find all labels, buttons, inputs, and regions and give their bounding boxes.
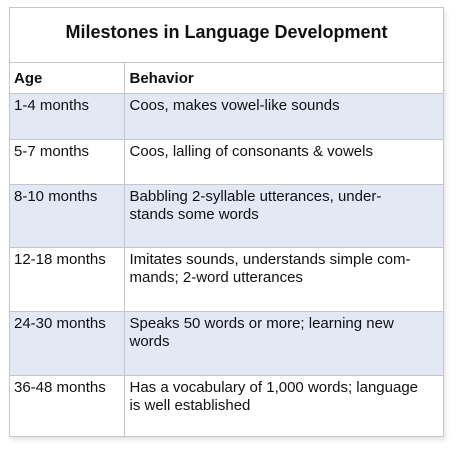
header-behavior: Behavior	[123, 63, 443, 93]
behavior-cell: Babbling 2-syllable utterances, under-st…	[123, 183, 443, 247]
table-row: 12-18 months Imitates sounds, understand…	[10, 246, 443, 311]
table-row: 24-30 months Speaks 50 words or more; le…	[10, 310, 443, 375]
header-age: Age	[14, 70, 43, 87]
milestones-table-card: Milestones in Language Development Age B…	[9, 7, 444, 438]
table-title: Milestones in Language Development	[10, 8, 443, 63]
behavior-cell: Imitates sounds, understands simple com-…	[123, 246, 443, 311]
age-cell: 1-4 months	[10, 92, 124, 139]
table-row: 1-4 months Coos, makes vowel-like sounds	[10, 92, 443, 139]
age-cell: 24-30 months	[10, 310, 124, 375]
table-row: 5-7 months Coos, lalling of consonants &…	[10, 138, 443, 184]
milestones-table: Age Behavior 1-4 months Coos, makes vowe…	[10, 63, 443, 438]
age-cell: 8-10 months	[10, 183, 124, 247]
behavior-cell: Speaks 50 words or more; learning new wor…	[123, 310, 443, 375]
age-cell: 12-18 months	[10, 246, 124, 311]
behavior-cell: Coos, lalling of consonants & vowels	[123, 138, 443, 184]
header-row: Age Behavior	[10, 63, 443, 93]
table-row: 36-48 months Has a vocabulary of 1,000 w…	[10, 374, 443, 438]
behavior-cell: Coos, makes vowel-like sounds	[123, 92, 443, 139]
age-cell: 5-7 months	[10, 138, 124, 184]
table-row: 8-10 months Babbling 2-syllable utteranc…	[10, 183, 443, 247]
age-cell: 36-48 months	[10, 374, 124, 438]
behavior-cell: Has a vocabulary of 1,000 words; languag…	[123, 374, 443, 438]
